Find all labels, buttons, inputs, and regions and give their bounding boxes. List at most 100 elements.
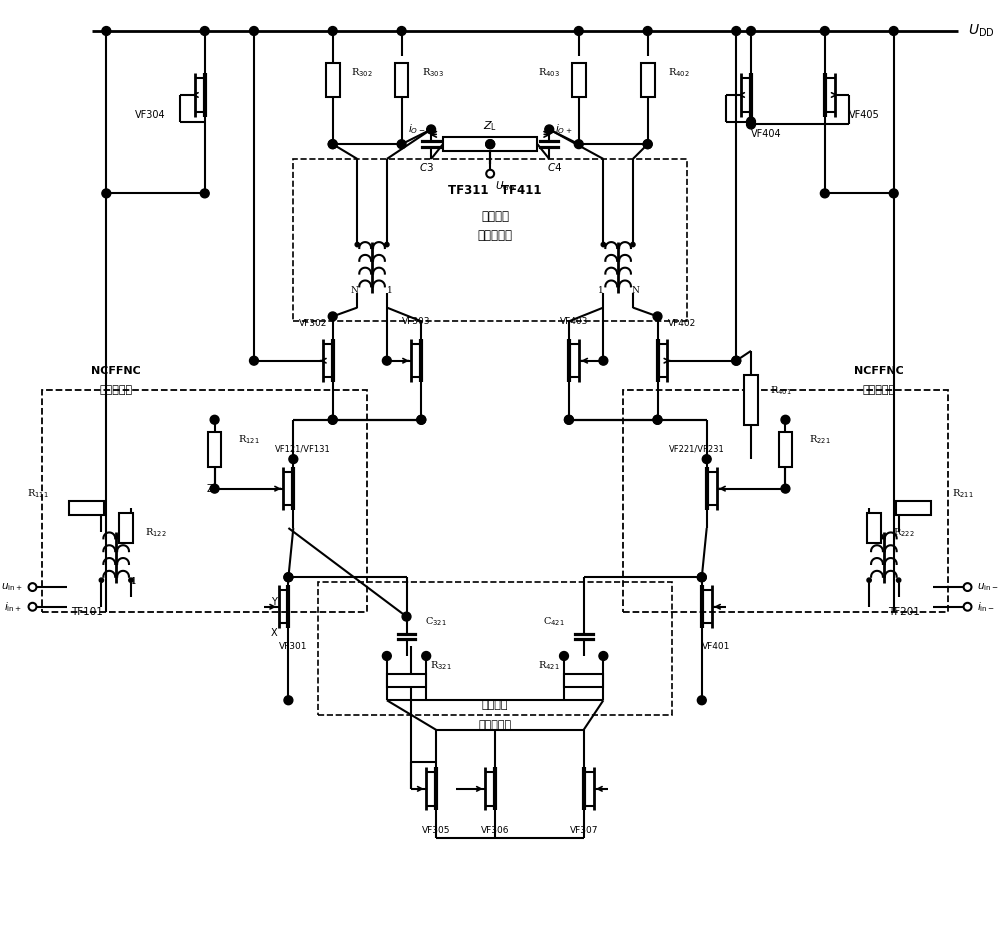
Bar: [395, 63, 408, 97]
Bar: [779, 432, 792, 466]
Circle shape: [601, 243, 606, 247]
Circle shape: [417, 416, 426, 424]
Circle shape: [422, 652, 431, 660]
Circle shape: [896, 578, 901, 583]
Text: 负反馈网络: 负反馈网络: [479, 720, 512, 729]
Text: $U_{\rm DD}$: $U_{\rm DD}$: [968, 22, 994, 39]
Bar: [744, 375, 758, 425]
Text: TF101: TF101: [71, 607, 103, 616]
Text: $C3$: $C3$: [419, 161, 434, 173]
Circle shape: [129, 578, 133, 583]
Text: VF303: VF303: [402, 317, 431, 326]
Bar: [443, 137, 537, 151]
Text: $C4$: $C4$: [547, 161, 562, 173]
Circle shape: [631, 243, 635, 247]
Text: R$_{302}$: R$_{302}$: [351, 66, 373, 78]
Bar: [387, 673, 426, 687]
Text: VF305: VF305: [422, 826, 450, 835]
Bar: [318, 582, 672, 715]
Circle shape: [200, 189, 209, 198]
Circle shape: [781, 416, 790, 424]
Circle shape: [697, 696, 706, 704]
Bar: [208, 432, 221, 466]
Bar: [42, 390, 367, 612]
Text: VF301: VF301: [279, 642, 308, 651]
Circle shape: [102, 26, 111, 35]
Circle shape: [417, 416, 426, 424]
Bar: [572, 63, 586, 97]
Circle shape: [747, 120, 755, 129]
Circle shape: [284, 696, 293, 704]
Circle shape: [284, 573, 293, 582]
Circle shape: [486, 140, 495, 149]
Text: NCFFNC: NCFFNC: [854, 365, 904, 375]
Text: VF306: VF306: [481, 826, 509, 835]
Circle shape: [210, 484, 219, 493]
Text: VF405: VF405: [849, 109, 880, 120]
Circle shape: [328, 416, 337, 424]
Text: VF402: VF402: [668, 318, 696, 328]
Circle shape: [328, 140, 337, 149]
Circle shape: [820, 189, 829, 198]
Circle shape: [653, 416, 662, 424]
Text: R$_{222}$: R$_{222}$: [893, 527, 914, 539]
Text: N: N: [350, 287, 358, 295]
Bar: [867, 514, 881, 543]
Circle shape: [355, 243, 359, 247]
Circle shape: [732, 26, 741, 35]
Text: 1: 1: [131, 576, 137, 586]
Circle shape: [486, 140, 495, 149]
Text: C$_{421}$: C$_{421}$: [543, 616, 565, 628]
Text: R$_{121}$: R$_{121}$: [238, 433, 260, 446]
Circle shape: [284, 573, 293, 582]
Text: R$_{221}$: R$_{221}$: [809, 433, 831, 446]
Circle shape: [747, 117, 755, 126]
Text: VF121/VF131: VF121/VF131: [275, 445, 331, 454]
Circle shape: [385, 243, 389, 247]
Text: N: N: [632, 287, 640, 295]
Circle shape: [250, 26, 258, 35]
Text: R$_{111}$: R$_{111}$: [27, 488, 48, 500]
Circle shape: [328, 416, 337, 424]
Circle shape: [574, 140, 583, 149]
Circle shape: [564, 416, 573, 424]
Text: VF404: VF404: [750, 129, 781, 139]
Text: R$_{321}$: R$_{321}$: [430, 659, 452, 672]
Circle shape: [99, 578, 104, 583]
Text: $u_{\rm in-}$: $u_{\rm in-}$: [977, 581, 999, 593]
Circle shape: [599, 652, 608, 660]
Text: 1: 1: [131, 576, 137, 586]
Circle shape: [382, 652, 391, 660]
Circle shape: [889, 189, 898, 198]
Circle shape: [397, 26, 406, 35]
Circle shape: [564, 416, 573, 424]
Circle shape: [102, 189, 111, 198]
Circle shape: [643, 26, 652, 35]
Text: $u_{\rm in+}$: $u_{\rm in+}$: [1, 581, 23, 593]
Text: VF401: VF401: [702, 642, 731, 651]
Circle shape: [732, 356, 741, 365]
Text: VF403: VF403: [560, 317, 588, 326]
Bar: [641, 63, 655, 97]
Text: R$_{401}$: R$_{401}$: [770, 384, 791, 397]
Text: $Z_{\rm L}$: $Z_{\rm L}$: [483, 120, 497, 134]
Circle shape: [486, 170, 494, 177]
Circle shape: [653, 416, 662, 424]
Text: 负反馈网络: 负反馈网络: [478, 229, 513, 242]
Text: R$_{211}$: R$_{211}$: [952, 488, 973, 500]
Bar: [326, 63, 340, 97]
Text: TF311   TF411: TF311 TF411: [448, 184, 542, 197]
Circle shape: [210, 416, 219, 424]
Text: VF307: VF307: [569, 826, 598, 835]
Circle shape: [964, 583, 971, 591]
Text: $i_{\rm in-}$: $i_{\rm in-}$: [977, 600, 996, 614]
Text: 及电流复用: 及电流复用: [100, 385, 133, 395]
Circle shape: [697, 573, 706, 582]
Bar: [896, 502, 931, 516]
Circle shape: [867, 578, 871, 583]
Text: 1: 1: [598, 287, 603, 295]
Circle shape: [402, 612, 411, 621]
Bar: [69, 502, 104, 516]
Text: 1: 1: [387, 287, 393, 295]
Circle shape: [250, 356, 258, 365]
